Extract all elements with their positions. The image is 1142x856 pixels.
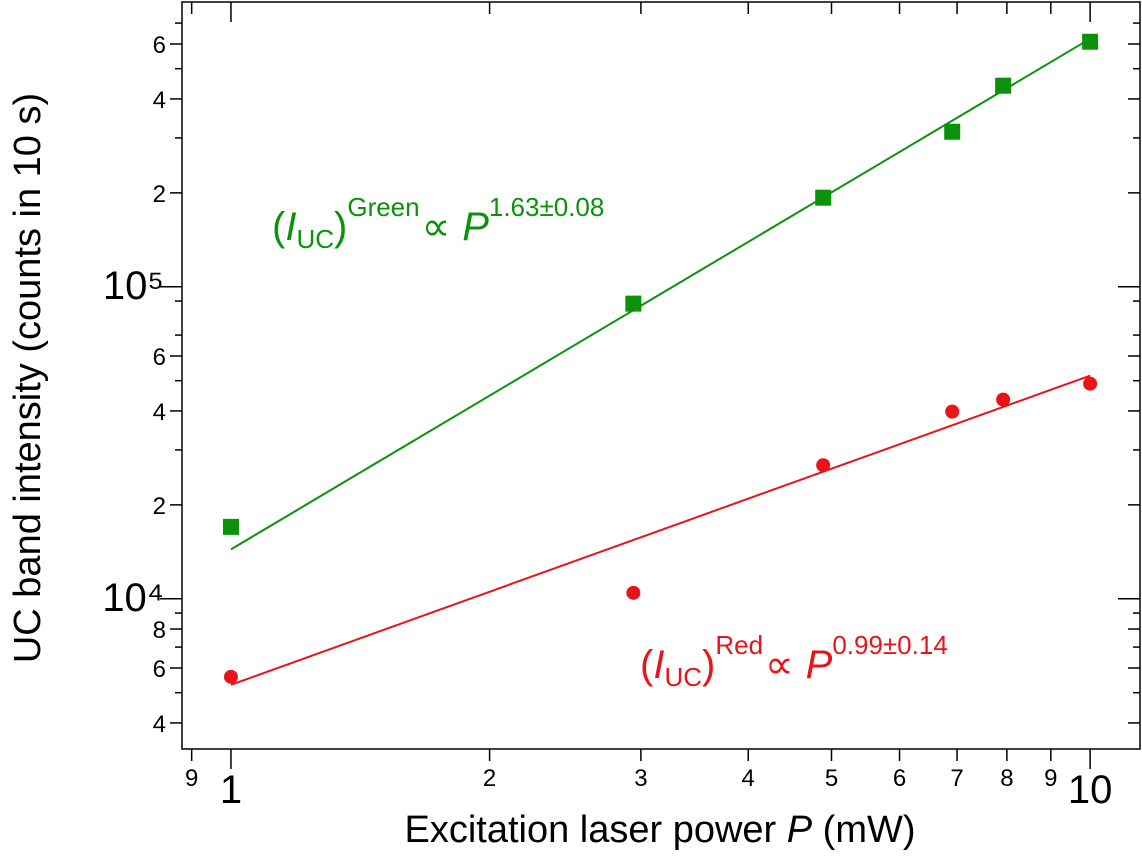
data-point bbox=[1083, 376, 1098, 391]
y-tick-label: 4 bbox=[153, 399, 166, 426]
data-point bbox=[815, 189, 832, 206]
annotation-part: Green bbox=[347, 192, 419, 222]
annotation-part: UC bbox=[664, 662, 702, 692]
x-tick-label: 3 bbox=[634, 765, 647, 792]
annotation-part: ) bbox=[702, 643, 715, 687]
annotation-part: ∝ bbox=[422, 205, 451, 249]
y-tick-label: 8 bbox=[153, 617, 166, 644]
data-point bbox=[626, 585, 641, 600]
plot-frame bbox=[181, 1, 1141, 750]
annotation-part: I bbox=[285, 205, 296, 249]
x-tick-label: 1 bbox=[220, 768, 242, 812]
data-point bbox=[223, 669, 238, 684]
data-point bbox=[1082, 33, 1099, 50]
x-tick-label: 10 bbox=[1068, 768, 1113, 812]
data-point bbox=[816, 458, 831, 473]
y-tick-label: 4 bbox=[153, 711, 166, 738]
data-point bbox=[945, 404, 960, 419]
data-point bbox=[995, 77, 1012, 94]
x-label-unit: (mW) bbox=[812, 809, 915, 851]
y-tick-label: 6 bbox=[153, 32, 166, 59]
x-label-text: Excitation laser power bbox=[404, 809, 786, 851]
annotation: (IUC)Green∝ P1.63±0.08 bbox=[272, 192, 604, 254]
annotation: (IUC)Red∝ P0.99±0.14 bbox=[640, 630, 948, 692]
x-label-var: P bbox=[787, 809, 813, 851]
x-axis-label: Excitation laser power P (mW) bbox=[404, 809, 915, 851]
y-axis-label: UC band intensity (counts in 10 s) bbox=[7, 93, 49, 663]
y-tick-label: 10⁵ bbox=[103, 264, 164, 308]
fit-line bbox=[230, 37, 1091, 551]
data-point bbox=[996, 392, 1011, 407]
data-point bbox=[944, 123, 961, 140]
x-tick-label: 9 bbox=[1044, 765, 1057, 792]
annotation-part: P bbox=[806, 643, 833, 687]
x-tick-label: 6 bbox=[893, 765, 906, 792]
fit-line bbox=[230, 374, 1091, 686]
annotation-part: ( bbox=[640, 643, 654, 687]
annotation-part: P bbox=[462, 205, 489, 249]
y-tick-label: 6 bbox=[153, 656, 166, 683]
annotation-part: ) bbox=[334, 205, 347, 249]
x-tick-label: 8 bbox=[1000, 765, 1013, 792]
annotation-part: UC bbox=[296, 224, 334, 254]
x-tick-label: 9 bbox=[185, 765, 198, 792]
annotation-part: 0.99±0.14 bbox=[832, 630, 947, 660]
annotation-part: ∝ bbox=[765, 643, 794, 687]
y-tick-label: 10⁴ bbox=[102, 576, 164, 620]
y-tick-label: 6 bbox=[153, 344, 166, 371]
x-tick-label: 5 bbox=[825, 765, 838, 792]
annotation-part: Red bbox=[715, 630, 763, 660]
annotation-part: ( bbox=[272, 205, 286, 249]
annotation-part: 1.63±0.08 bbox=[489, 192, 604, 222]
annotation-part: I bbox=[653, 643, 664, 687]
x-tick-label: 2 bbox=[483, 765, 496, 792]
x-tick-label: 7 bbox=[950, 765, 963, 792]
data-point bbox=[625, 295, 642, 312]
data-point bbox=[222, 518, 239, 535]
y-tick-label: 2 bbox=[153, 181, 166, 208]
y-tick-label: 4 bbox=[153, 87, 166, 114]
x-tick-label: 4 bbox=[742, 765, 755, 792]
y-tick-label: 2 bbox=[153, 493, 166, 520]
